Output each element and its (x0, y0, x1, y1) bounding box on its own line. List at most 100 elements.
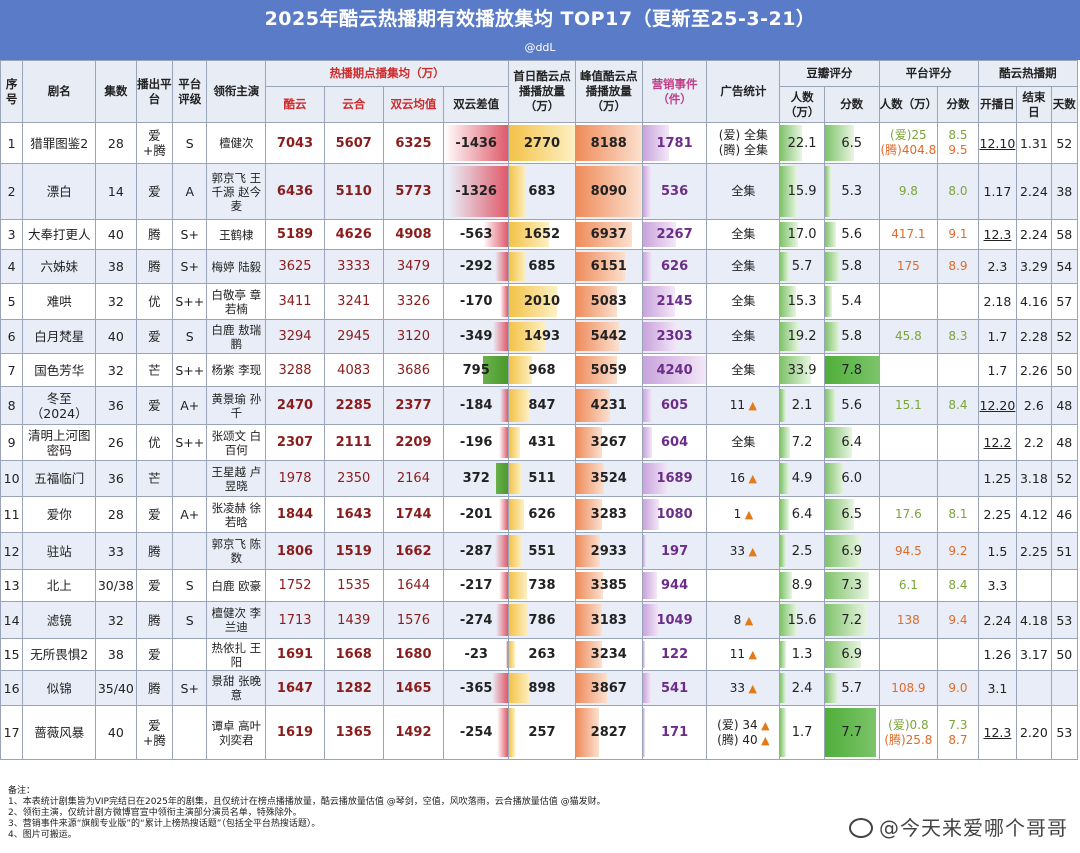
rank-cell: 12 (0, 532, 24, 570)
douban-score-cell-value: 5.7 (841, 680, 863, 696)
days-cell: 53 (1050, 705, 1079, 760)
diff-cell: -170 (443, 283, 510, 320)
days-cell: 52 (1050, 319, 1079, 354)
douban-score-cell-bar (825, 673, 839, 703)
col-peak: 峰值酷云点播播放量（万） (574, 60, 643, 123)
douban-people-cell: 22.1 (779, 122, 825, 164)
douban-score-cell-value: 7.7 (841, 725, 863, 740)
douban-people-cell: 2.5 (779, 532, 825, 570)
rank-cell: 10 (0, 460, 24, 497)
douban-people-cell-value: 1.3 (791, 647, 813, 662)
cast-cell: 谭卓 高叶 刘奕君 (206, 705, 267, 760)
title-cell: 大奉打更人 (22, 219, 97, 250)
firstday-cell: 431 (508, 424, 576, 461)
ads-cell: 全集 (706, 283, 781, 320)
peak-cell-value: 3234 (590, 647, 627, 662)
diff-cell-value: -170 (459, 294, 493, 309)
end-date-cell: 2.6 (1016, 386, 1052, 425)
cast-cell: 郭京飞 王千源 赵今麦 (206, 163, 267, 220)
marketing-cell-value: 1689 (656, 471, 693, 486)
marketing-cell-bar (643, 222, 677, 247)
firstday-cell-bar (509, 427, 520, 458)
platform-people-cell: 417.1 (878, 219, 939, 250)
ads-value: (爱) 全集 (718, 128, 768, 142)
kuyun-cell: 1978 (265, 460, 325, 497)
ads-cell: 全集 (706, 219, 781, 250)
firstday-cell: 2010 (508, 283, 576, 320)
platform-score-value: 8.1 (948, 507, 968, 521)
peak-cell: 2827 (574, 705, 643, 760)
diff-cell-bar (492, 673, 508, 703)
marketing-cell: 604 (641, 424, 708, 461)
diff-cell-value: -292 (459, 259, 493, 274)
kuyun-cell: 5189 (265, 219, 325, 250)
peak-cell-bar (576, 499, 603, 530)
episodes-cell: 32 (95, 353, 137, 387)
rating-cell: S (172, 122, 208, 164)
platform-score-cell: 8.4 (937, 386, 979, 425)
table-row: 17 蔷薇风暴 40 爱+腾 谭卓 高叶 刘奕君 1619 1365 1492 -254 257 2… (0, 705, 1079, 760)
douban-score-cell-value: 6.5 (841, 507, 863, 522)
peak-cell-value: 6151 (590, 259, 627, 274)
ads-line: 11 ▲ (708, 647, 779, 662)
douban-score-cell: 5.8 (823, 319, 880, 354)
douban-score-cell: 6.4 (823, 424, 880, 461)
douban-score-cell-bar (825, 535, 862, 567)
start-date-cell: 12.20 (977, 386, 1018, 425)
diff-cell-bar (505, 641, 508, 668)
firstday-cell-value: 257 (528, 725, 556, 740)
diff-cell-value: -563 (459, 227, 493, 242)
douban-score-cell: 5.6 (823, 219, 880, 250)
platform-score-value: 8.7 (948, 732, 968, 747)
ads-line: 33 ▲ (708, 544, 779, 559)
marketing-cell: 197 (641, 532, 708, 570)
rank-cell: 16 (0, 670, 24, 706)
ads-value: 全集 (731, 294, 756, 308)
episodes-cell: 32 (95, 283, 137, 320)
episodes-cell: 38 (95, 638, 137, 671)
diff-cell-bar (495, 535, 508, 567)
note-line: 2、领衔主演，仅统计剧方微博官宣中领衔主演部分演员名单，特殊除外。 (8, 808, 302, 818)
diff-cell: -563 (443, 219, 510, 250)
col-group-hot: 热播期点播集均（万） (265, 60, 510, 87)
rating-cell (172, 638, 208, 671)
peak-cell-bar (576, 389, 611, 422)
days-cell: 54 (1050, 249, 1079, 284)
douban-people-cell: 1.3 (779, 638, 825, 671)
yunhe-cell: 1668 (323, 638, 384, 671)
douban-people-cell: 33.9 (779, 353, 825, 387)
platform-people-cell: 9.8 (878, 163, 939, 220)
title-cell: 蔷薇风暴 (22, 705, 97, 760)
platform-score-cell: 8.1 (937, 496, 979, 533)
table-row: 8 冬至（2024） 36 爱 A+ 黄景瑜 孙千 2470 2285 2377 -184 847 4… (0, 386, 1079, 425)
douban-score-cell-value: 6.4 (841, 435, 863, 450)
diff-cell-value: -1326 (455, 184, 497, 199)
firstday-cell-bar (509, 641, 515, 668)
douban-people-cell-bar (780, 222, 798, 247)
diff-cell: -365 (443, 670, 510, 706)
douban-people-cell-value: 15.6 (787, 612, 817, 628)
marketing-cell-bar (643, 389, 652, 422)
peak-cell-bar (576, 427, 603, 458)
avg-cell: 1744 (382, 496, 445, 533)
ads-cell (706, 569, 781, 602)
col-firstday: 首日酷云点播播放量（万） (508, 60, 576, 123)
start-date-cell: 1.26 (977, 638, 1018, 671)
episodes-cell: 35/40 (95, 670, 137, 706)
ads-value: (腾) 40 (717, 732, 758, 747)
cast-cell: 白敬亭 章若楠 (206, 283, 267, 320)
marketing-cell-value: 2267 (656, 227, 693, 242)
rank-cell: 5 (0, 283, 24, 320)
days-cell: 51 (1050, 532, 1079, 570)
diff-cell-bar (495, 252, 508, 281)
rating-cell: S+ (172, 219, 208, 250)
ads-line: 全集 (708, 329, 779, 344)
ads-cell: 11 ▲ (706, 638, 781, 671)
start-date-cell: 3.1 (977, 670, 1018, 706)
days-cell (1050, 569, 1079, 602)
douban-score-cell: 7.7 (823, 705, 880, 760)
firstday-cell-bar (509, 222, 549, 247)
marketing-cell-bar (643, 427, 652, 458)
kuyun-cell: 1713 (265, 601, 325, 639)
platform-score-value: 9.2 (948, 543, 968, 558)
